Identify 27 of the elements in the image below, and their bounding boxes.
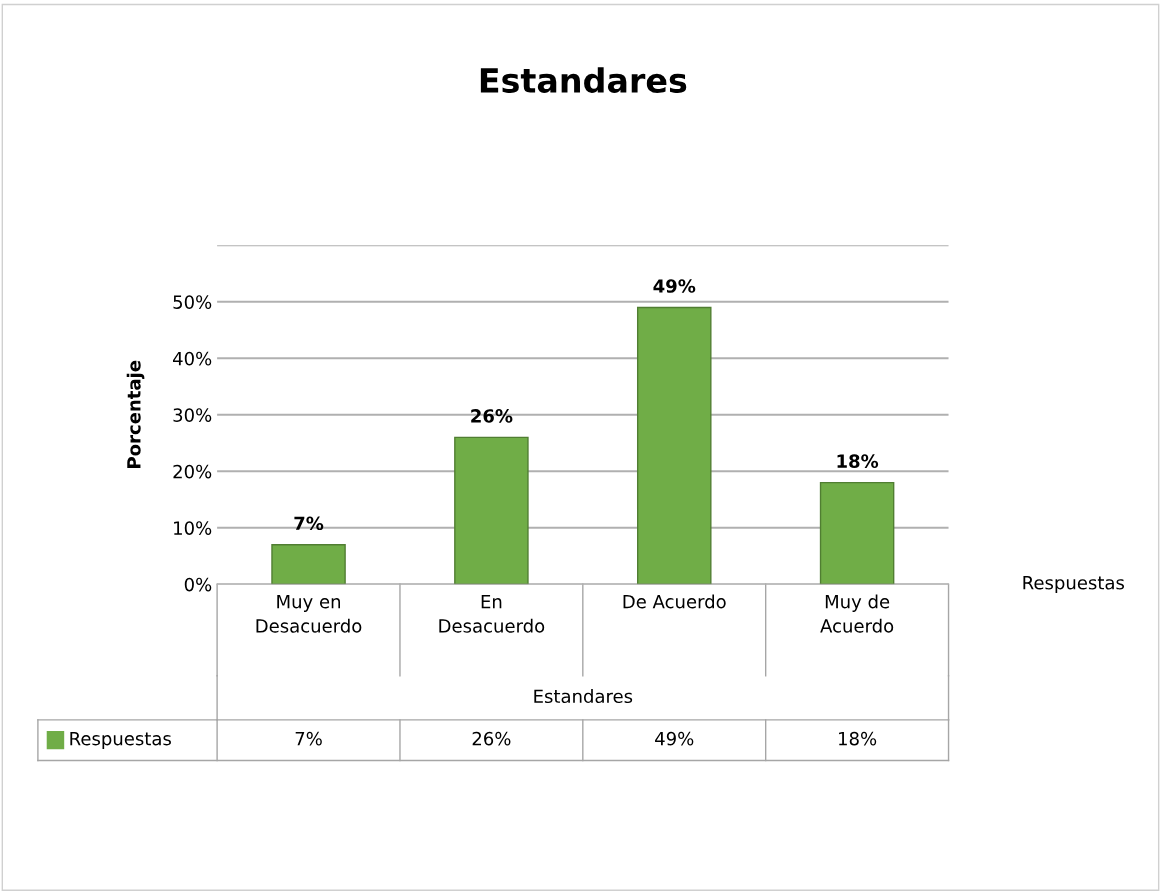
data-label: 7% bbox=[295, 731, 322, 746]
y-tick-label: 50% bbox=[173, 295, 212, 309]
x-tick-label: Muy de Acuerdo bbox=[820, 594, 894, 633]
x-tick-label: Muy en Desacuerdo bbox=[256, 594, 362, 633]
y-tick-label: 10% bbox=[174, 521, 212, 535]
bar bbox=[454, 436, 529, 585]
text: 7% bbox=[294, 516, 324, 531]
chart-title: Estandares bbox=[480, 67, 687, 93]
text: 18% bbox=[837, 454, 879, 468]
y-tick-label: 20% bbox=[173, 464, 212, 479]
x-tick-label: En Desacuerdo bbox=[439, 594, 545, 633]
legend-label: Respuestas bbox=[70, 732, 171, 749]
bar bbox=[271, 544, 346, 585]
text: 49% bbox=[653, 279, 696, 293]
x-axis-title: Estandares bbox=[534, 689, 633, 704]
y-axis-title: Porcentaje bbox=[126, 360, 145, 468]
text: Respuestas bbox=[1023, 576, 1125, 593]
y-tick-label: 30% bbox=[173, 408, 212, 422]
data-label: 18% bbox=[839, 731, 877, 746]
y-tick-label: 0% bbox=[184, 577, 212, 592]
x-tick-label: De Acuerdo bbox=[623, 594, 726, 609]
y-tick-label: 40% bbox=[173, 351, 212, 366]
bar bbox=[819, 481, 895, 585]
data-label: 26% bbox=[472, 731, 511, 746]
text: 26% bbox=[471, 409, 513, 423]
data-label: 49% bbox=[655, 731, 694, 746]
bar bbox=[636, 306, 712, 585]
